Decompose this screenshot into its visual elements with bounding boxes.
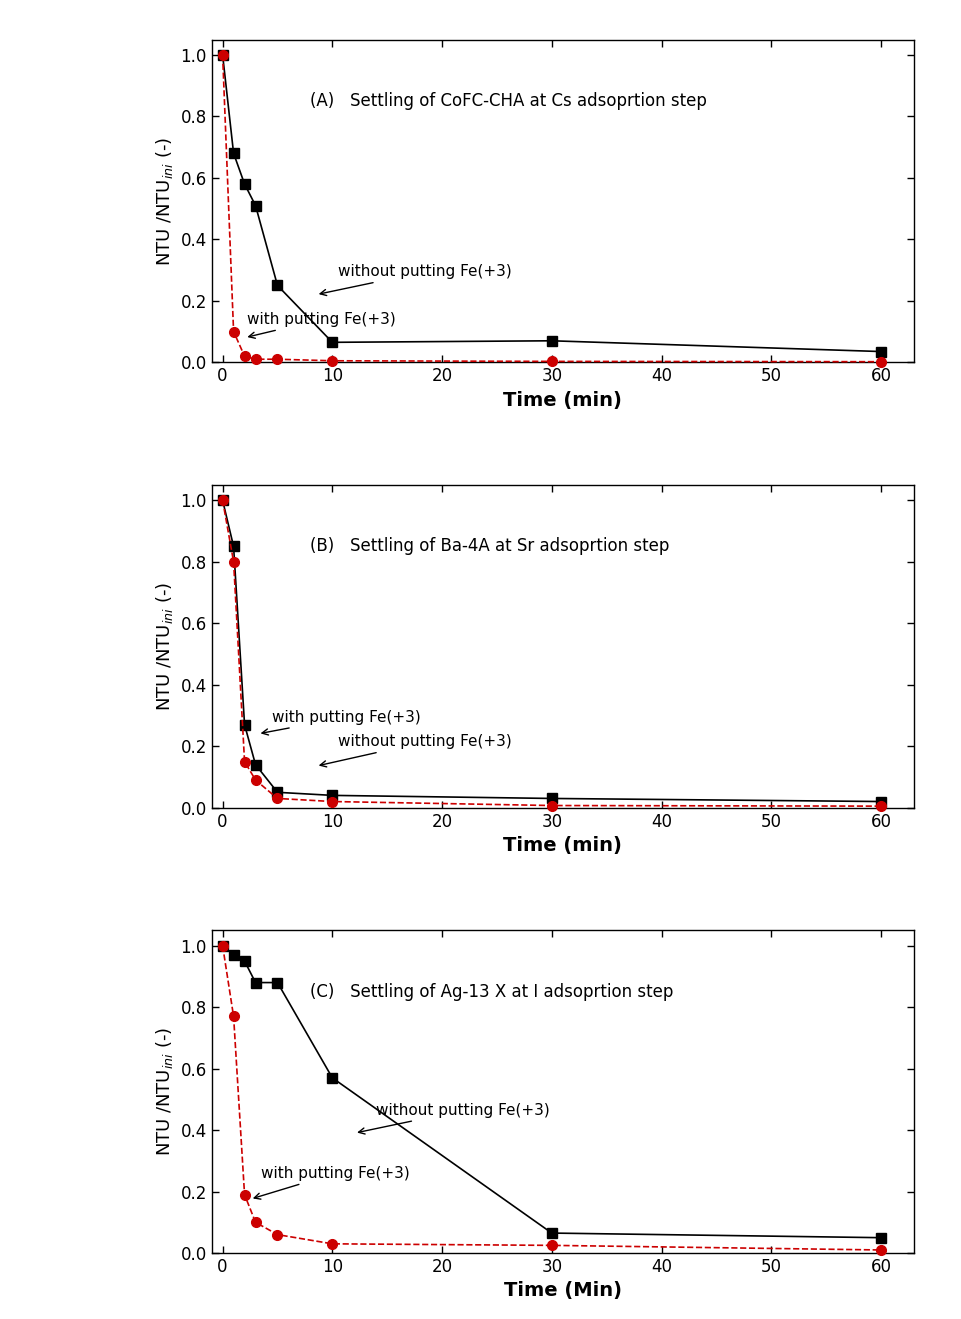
Y-axis label: NTU /NTU$_{ini}$ (-): NTU /NTU$_{ini}$ (-): [154, 136, 175, 265]
Text: with putting Fe(+3): with putting Fe(+3): [254, 1166, 409, 1199]
X-axis label: Time (min): Time (min): [503, 836, 622, 855]
Text: with putting Fe(+3): with putting Fe(+3): [261, 710, 420, 735]
X-axis label: Time (min): Time (min): [503, 390, 622, 410]
Text: (B)   Settling of Ba-4A at Sr adsoprtion step: (B) Settling of Ba-4A at Sr adsoprtion s…: [310, 537, 669, 555]
Y-axis label: NTU /NTU$_{ini}$ (-): NTU /NTU$_{ini}$ (-): [154, 1028, 175, 1157]
Text: without putting Fe(+3): without putting Fe(+3): [320, 735, 511, 766]
Y-axis label: NTU /NTU$_{ini}$ (-): NTU /NTU$_{ini}$ (-): [154, 582, 175, 711]
Text: without putting Fe(+3): without putting Fe(+3): [320, 264, 511, 295]
Text: with putting Fe(+3): with putting Fe(+3): [246, 313, 395, 338]
Text: (A)   Settling of CoFC-CHA at Cs adsoprtion step: (A) Settling of CoFC-CHA at Cs adsoprtio…: [310, 92, 706, 109]
Text: without putting Fe(+3): without putting Fe(+3): [358, 1103, 550, 1134]
Text: (C)   Settling of Ag-13 X at I adsoprtion step: (C) Settling of Ag-13 X at I adsoprtion …: [310, 983, 673, 1001]
X-axis label: Time (Min): Time (Min): [504, 1282, 621, 1301]
